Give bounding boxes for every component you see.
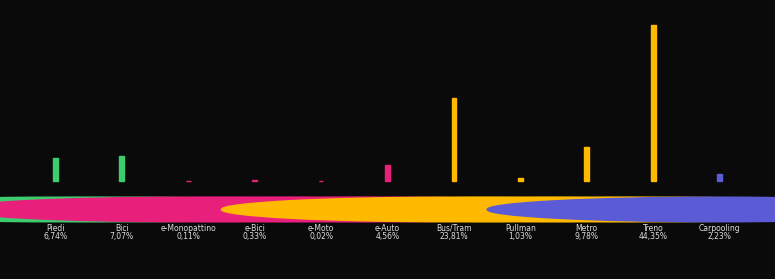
Text: 4,56%: 4,56% [375,232,400,241]
Circle shape [288,197,753,222]
Bar [452,98,456,181]
Text: 2,23%: 2,23% [708,232,732,241]
Circle shape [155,197,620,222]
Text: 44,35%: 44,35% [639,232,668,241]
Bar [119,157,124,181]
Circle shape [88,197,553,222]
Text: 7,07%: 7,07% [110,232,134,241]
Text: e-Moto: e-Moto [308,223,334,232]
Text: Metro: Metro [576,223,598,232]
Circle shape [22,197,487,222]
Text: 23,81%: 23,81% [439,232,468,241]
Bar [718,174,722,181]
Text: e-Auto: e-Auto [375,223,400,232]
Bar [253,180,257,181]
Text: 1,03%: 1,03% [508,232,532,241]
Bar [518,178,522,181]
Circle shape [0,197,288,222]
Circle shape [421,197,775,222]
Circle shape [354,197,775,222]
Text: 0,02%: 0,02% [309,232,333,241]
Text: Bici: Bici [115,223,129,232]
Circle shape [0,197,421,222]
Text: 0,33%: 0,33% [243,232,267,241]
Text: Bus/Tram: Bus/Tram [436,223,472,232]
Text: Piedi: Piedi [46,223,64,232]
Circle shape [222,197,687,222]
Text: e-Bici: e-Bici [244,223,265,232]
Bar [651,25,656,181]
Text: e-Monopattino: e-Monopattino [160,223,216,232]
Bar [53,158,57,181]
Bar [584,147,589,181]
Text: 0,11%: 0,11% [176,232,200,241]
Circle shape [487,197,775,222]
Text: Carpooling: Carpooling [699,223,740,232]
Text: 9,78%: 9,78% [575,232,599,241]
Text: Treno: Treno [642,223,663,232]
Text: 6,74%: 6,74% [43,232,67,241]
Text: Pullman: Pullman [505,223,536,232]
Circle shape [0,197,354,222]
Bar [385,165,390,181]
